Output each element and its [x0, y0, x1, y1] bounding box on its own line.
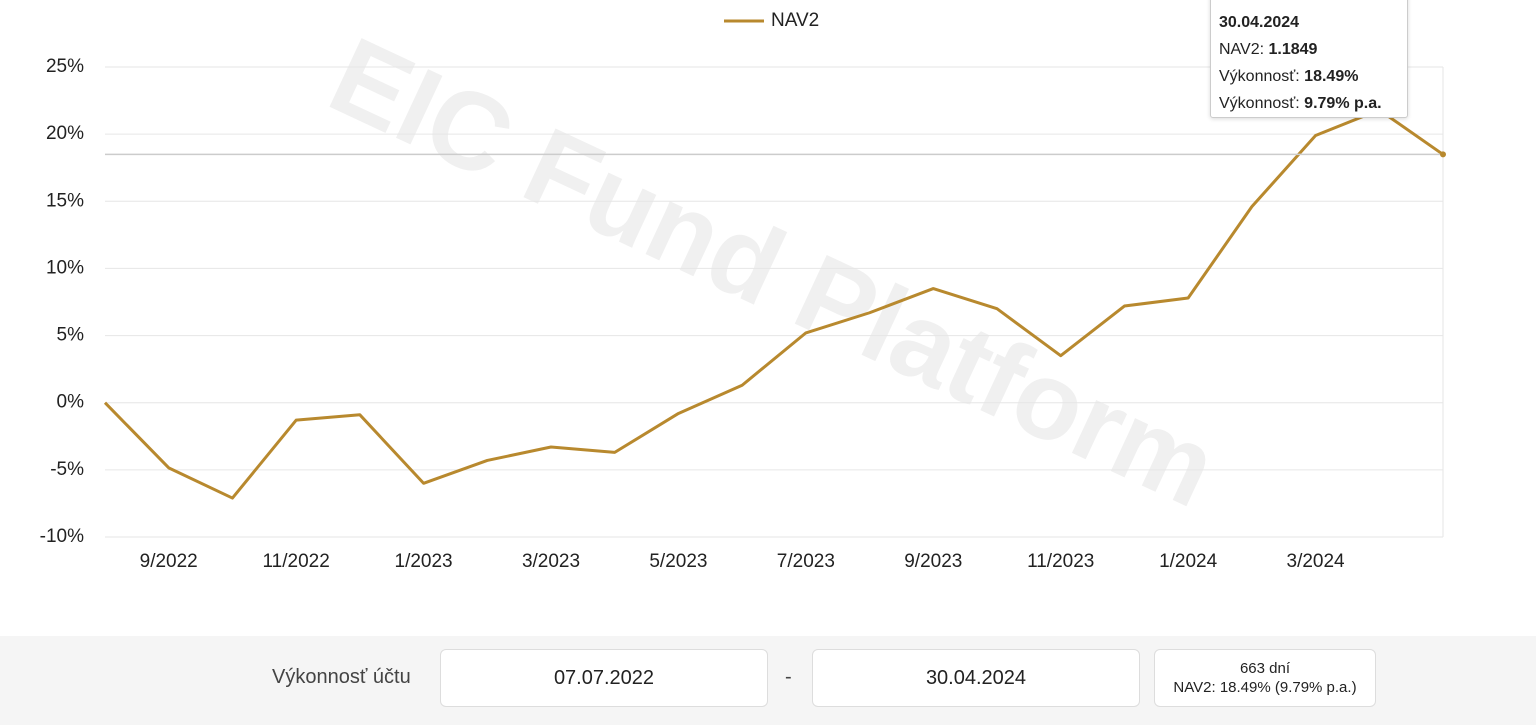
tooltip-value: 18.49% [1304, 68, 1359, 85]
tooltip-label: Výkonnosť: [1219, 95, 1300, 112]
tooltip-value: 1.1849 [1268, 41, 1318, 58]
footer-label: Výkonnosť účtu [272, 666, 411, 688]
y-tick-label: 20% [46, 123, 84, 144]
y-tick-label: 0% [57, 392, 85, 413]
y-tick-label: 15% [46, 190, 84, 211]
chart: EIC Fund Platform -10% -5% 0% 5% 10% 15% 20% 25… [40, 10, 1446, 572]
y-tick-label: -5% [50, 459, 84, 480]
tooltip-value: 9.79% p.a. [1304, 95, 1382, 112]
x-tick-label: 11/2023 [1027, 551, 1094, 572]
x-tick-label: 7/2023 [777, 551, 835, 572]
x-tick-label: 1/2023 [395, 551, 453, 572]
x-tick-label: 9/2022 [140, 551, 198, 572]
days: 663 dní [1239, 660, 1291, 677]
y-tick-label: 10% [46, 257, 84, 278]
x-tick-label: 1/2024 [1159, 551, 1218, 572]
hover-point [1440, 151, 1446, 158]
tooltip-label: NAV2: [1219, 41, 1265, 58]
summary-box: 663 dní NAV2: 18.49% (9.79% p.a.) [1154, 649, 1376, 707]
x-tick-label: 3/2023 [522, 551, 580, 572]
x-tick-label: 3/2024 [1287, 551, 1346, 572]
tooltip-label: Výkonnosť: [1219, 68, 1300, 85]
line-series [103, 108, 1444, 500]
separator: - [785, 666, 792, 688]
tooltip-date: 30.04.2024 [1219, 14, 1300, 31]
legend-label: NAV2 [771, 10, 819, 31]
footer: Výkonnosť účtu 07.07.2022 - 30.04.2024 6… [0, 636, 1536, 725]
date-to-input[interactable]: 30.04.2024 [812, 649, 1140, 707]
tooltip: 30.04.2024 NAV2: 1.1849 Výkonnosť: 18.49… [1210, 0, 1408, 118]
y-tick-label: 25% [46, 56, 84, 77]
y-tick-label: 5% [57, 325, 85, 346]
x-tick-label: 5/2023 [649, 551, 707, 572]
date-from-input[interactable]: 07.07.2022 [440, 649, 768, 707]
watermark: EIC Fund Platform [313, 14, 1235, 531]
summary: NAV2: 18.49% (9.79% p.a.) [1173, 679, 1357, 696]
x-tick-label: 11/2022 [263, 551, 330, 572]
x-tick-label: 9/2023 [904, 551, 962, 572]
y-tick-label: -10% [40, 526, 84, 547]
